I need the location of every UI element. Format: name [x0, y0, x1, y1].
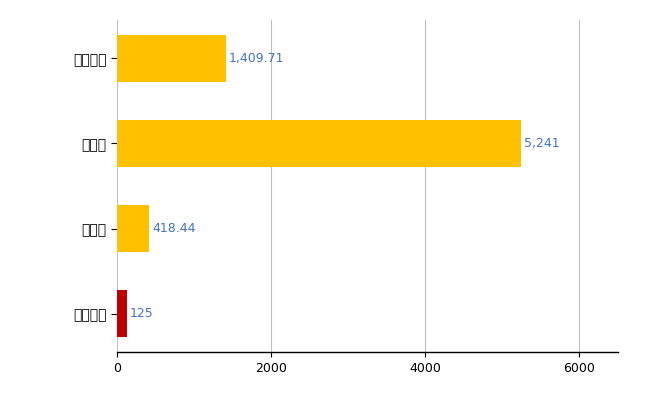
Text: 125: 125 — [130, 307, 153, 320]
Text: 1,409.71: 1,409.71 — [229, 52, 284, 65]
Bar — [117, 120, 521, 167]
Bar — [117, 35, 226, 82]
Text: 418.44: 418.44 — [152, 222, 196, 235]
Bar — [117, 205, 150, 252]
Text: 5,241: 5,241 — [524, 137, 559, 150]
Bar — [117, 290, 127, 337]
